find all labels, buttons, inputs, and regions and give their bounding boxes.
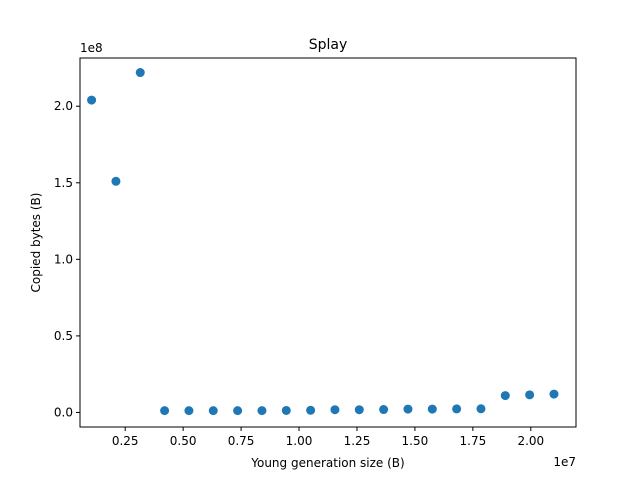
x-tick-label: 1.25: [344, 434, 371, 448]
y-axis-ticks: 0.0 0.5 1.0 1.5 2.0: [54, 99, 80, 419]
x-axis-ticks: 0.25 0.50 0.75 1.00 1.25 1.50 1.75 2.00: [112, 427, 544, 448]
x-tick-label: 1.50: [402, 434, 429, 448]
x-axis-label: Young generation size (B): [250, 456, 404, 470]
data-point: [427, 404, 437, 414]
y-tick-label: 0.0: [54, 405, 73, 419]
plot-frame: [79, 57, 577, 428]
data-point: [233, 406, 243, 416]
data-point: [525, 390, 535, 400]
data-points: [87, 68, 559, 416]
y-tick-label: 0.5: [54, 329, 73, 343]
x-tick-label: 0.25: [112, 434, 139, 448]
y-tick-label: 1.5: [54, 176, 73, 190]
x-tick-label: 0.50: [170, 434, 197, 448]
chart-title: Splay: [309, 37, 348, 53]
data-point: [403, 404, 413, 414]
x-axis-offset-label: 1e7: [553, 455, 576, 469]
x-tick-label: 2.00: [517, 434, 544, 448]
data-point: [330, 405, 340, 415]
data-point: [379, 405, 389, 415]
x-tick-label: 0.75: [228, 434, 255, 448]
y-axis-label: Copied bytes (B): [29, 193, 43, 293]
data-point: [549, 389, 559, 399]
x-tick-label: 1.00: [286, 434, 313, 448]
data-point: [500, 391, 510, 401]
data-point: [184, 406, 194, 416]
data-point: [160, 406, 170, 416]
data-point: [476, 404, 486, 414]
data-point: [208, 406, 218, 416]
data-point: [452, 404, 462, 414]
data-point: [257, 406, 267, 416]
y-axis-offset-label: 1e8: [80, 41, 103, 55]
data-point: [354, 405, 364, 415]
data-point: [281, 405, 291, 415]
y-tick-label: 1.0: [54, 252, 73, 266]
data-point: [111, 176, 121, 186]
y-tick-label: 2.0: [54, 99, 73, 113]
data-point: [135, 68, 145, 78]
data-point: [87, 95, 97, 105]
data-point: [306, 405, 316, 415]
x-tick-label: 1.75: [460, 434, 487, 448]
